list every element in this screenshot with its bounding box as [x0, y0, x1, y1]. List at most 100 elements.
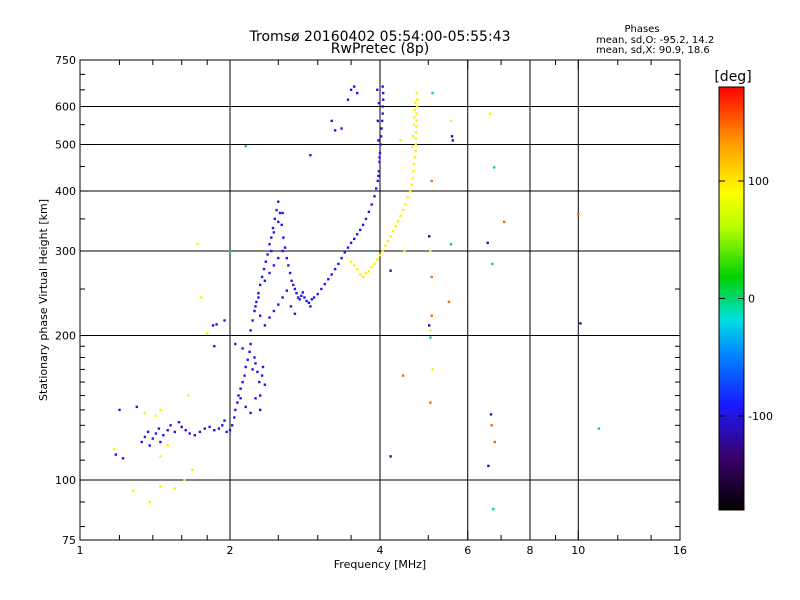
data-point	[233, 416, 236, 419]
x-tick-label: 2	[227, 544, 234, 557]
data-point	[251, 319, 254, 322]
data-point	[377, 170, 381, 173]
data-point	[188, 432, 191, 435]
data-point	[370, 203, 373, 206]
data-point	[183, 478, 186, 482]
data-point	[277, 200, 280, 203]
x-tick-labels: 1 2 4 6 8 10 16	[77, 544, 688, 557]
y-tick-labels: 75 100 200 300 400 500 600 750	[55, 54, 76, 547]
data-point	[288, 271, 292, 275]
data-point	[431, 368, 434, 371]
data-point	[215, 323, 218, 326]
data-point	[180, 425, 183, 429]
data-point	[254, 397, 257, 400]
data-point	[244, 145, 247, 148]
data-point	[187, 394, 190, 397]
data-point	[253, 356, 256, 359]
data-point	[414, 143, 417, 146]
data-point	[273, 217, 276, 221]
data-point	[397, 220, 400, 223]
data-point	[333, 129, 337, 132]
data-point	[379, 135, 383, 138]
data-point	[409, 189, 412, 193]
data-point	[377, 139, 380, 142]
data-point	[121, 457, 125, 460]
data-point	[377, 101, 381, 105]
grid-lines	[80, 60, 680, 540]
data-point	[287, 264, 290, 267]
data-point	[268, 271, 271, 275]
data-point	[410, 183, 413, 187]
data-point	[490, 424, 493, 427]
data-point	[493, 440, 496, 444]
data-point	[206, 332, 209, 335]
data-point	[376, 179, 379, 183]
data-point	[293, 287, 297, 291]
data-point	[414, 101, 417, 105]
data-point	[361, 275, 365, 279]
data-point	[263, 324, 267, 327]
data-point	[159, 455, 162, 458]
data-point	[259, 314, 262, 317]
data-point	[349, 260, 353, 263]
data-point	[399, 139, 402, 142]
data-point	[353, 85, 356, 88]
data-point	[298, 298, 301, 301]
data-point	[285, 289, 288, 292]
data-point	[162, 434, 165, 437]
data-point	[239, 397, 242, 400]
data-point	[289, 305, 293, 308]
x-tick-label: 1	[77, 544, 84, 557]
data-point	[404, 203, 407, 206]
data-point	[415, 125, 418, 128]
data-point	[382, 98, 385, 101]
data-point	[173, 487, 176, 490]
data-point	[257, 292, 260, 295]
data-point	[413, 156, 417, 159]
data-point	[244, 365, 247, 369]
data-point	[361, 223, 365, 227]
data-point	[301, 291, 304, 294]
data-point	[177, 421, 181, 424]
data-point	[261, 365, 265, 369]
data-point	[213, 345, 216, 348]
data-point	[244, 405, 247, 409]
data-point	[272, 264, 276, 267]
data-point	[241, 380, 244, 384]
data-point	[239, 387, 242, 390]
data-point	[430, 314, 433, 317]
data-point	[381, 119, 384, 123]
data-point	[228, 249, 232, 253]
data-point	[281, 249, 284, 253]
data-point	[411, 135, 415, 138]
data-point	[169, 424, 172, 427]
data-point	[380, 127, 383, 130]
colorbar-tick-label: 100	[748, 175, 769, 188]
data-point	[384, 244, 387, 247]
data-point	[211, 324, 215, 327]
data-point	[262, 267, 266, 271]
data-point	[379, 143, 382, 146]
data-point	[429, 401, 432, 404]
data-point	[414, 137, 417, 140]
data-point	[431, 91, 434, 95]
data-point	[401, 208, 405, 212]
data-point	[381, 112, 384, 115]
data-point	[166, 429, 169, 432]
data-point	[416, 105, 419, 108]
data-point	[223, 419, 226, 422]
data-point	[376, 119, 379, 123]
data-point	[159, 440, 162, 444]
y-tick-label: 100	[55, 474, 76, 487]
data-point	[340, 256, 343, 260]
data-point	[413, 116, 416, 119]
data-point	[281, 296, 284, 299]
data-point	[282, 236, 285, 239]
data-point	[415, 91, 418, 95]
data-point	[305, 299, 308, 303]
data-point	[277, 220, 280, 224]
data-point	[375, 187, 378, 190]
x-tick-label: 16	[673, 544, 687, 557]
data-point	[428, 235, 431, 238]
colorbar-label: [deg]	[714, 69, 751, 85]
